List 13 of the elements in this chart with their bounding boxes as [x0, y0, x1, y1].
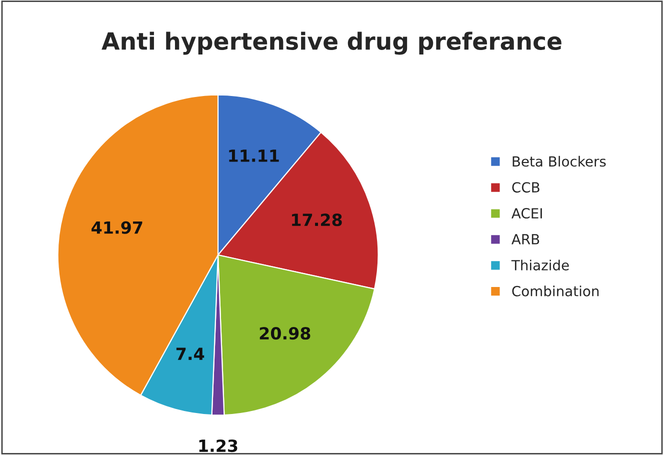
data-label: 1.23: [199, 439, 238, 452]
legend-label: ACEI: [512, 208, 542, 219]
legend-label: Thiazide: [511, 260, 569, 270]
data-label: 7.4: [176, 348, 204, 360]
legend-label: CCB: [512, 182, 540, 193]
legend-label: Combination: [512, 286, 599, 296]
chart-title: Anti hypertensive drug preferance: [102, 32, 562, 55]
data-label: 41.97: [92, 221, 142, 234]
legend-label: Beta Blockers: [512, 156, 606, 167]
data-label: 20.98: [260, 327, 310, 340]
data-label: 17.28: [292, 214, 342, 226]
legend-label: ARB: [512, 234, 540, 244]
data-label: 11.11: [229, 150, 279, 162]
